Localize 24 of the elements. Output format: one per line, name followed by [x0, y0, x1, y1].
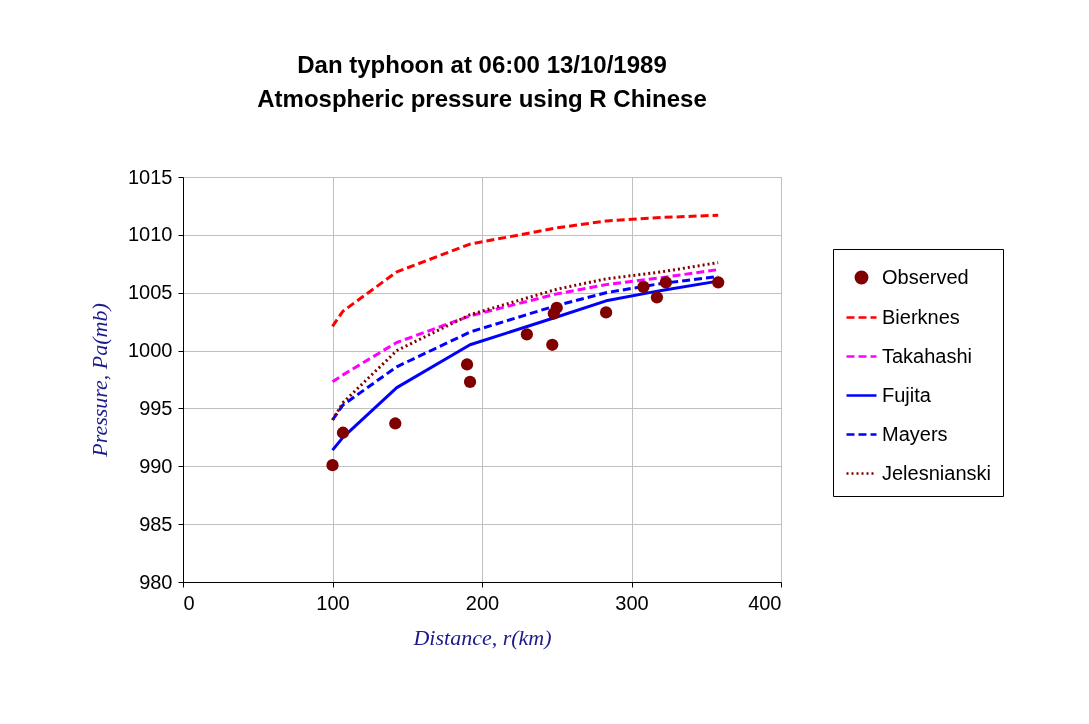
- line-series: [331, 213, 720, 328]
- x-tick-label: 400: [748, 591, 782, 614]
- x-tick-label: 300: [615, 591, 649, 614]
- y-tick-label: 1000: [128, 339, 173, 362]
- x-tick-label: 100: [316, 591, 350, 614]
- legend-label: Jelesnianski: [882, 461, 991, 484]
- legend-label: Bierknes: [882, 305, 960, 328]
- y-tick-label: 980: [139, 570, 173, 593]
- y-axis-title: Pressure, Pa(mb): [87, 303, 113, 458]
- y-tick-label: 1005: [128, 281, 173, 304]
- x-tick-label: 0: [183, 591, 195, 614]
- legend-label: Observed: [882, 265, 969, 288]
- y-tick-label: 1015: [128, 165, 173, 188]
- y-tick-label: 990: [139, 454, 173, 477]
- y-tick-label: 1010: [128, 223, 173, 246]
- x-tick-label: 200: [465, 591, 500, 614]
- legend-label: Mayers: [882, 422, 948, 445]
- chart-title: Dan typhoon at 06:00 13/10/1989: [297, 51, 667, 78]
- y-tick-label: 985: [139, 512, 173, 535]
- legend-label: Takahashi: [882, 344, 973, 367]
- y-tick-label: 995: [139, 396, 173, 419]
- x-axis-title: Distance, r(km): [412, 624, 552, 650]
- chart-subtitle: Atmospheric pressure using R Chinese: [257, 85, 707, 112]
- legend-label: Fujita: [882, 383, 932, 406]
